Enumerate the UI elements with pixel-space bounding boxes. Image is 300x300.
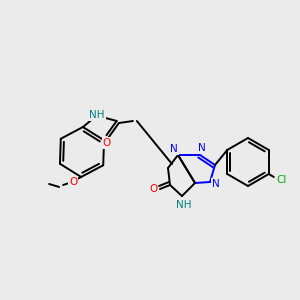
Text: N: N (212, 179, 220, 189)
Text: NH: NH (176, 200, 192, 210)
Text: N: N (198, 143, 206, 153)
Text: N: N (170, 144, 178, 154)
Text: NH: NH (89, 110, 105, 120)
Text: O: O (69, 177, 77, 187)
Text: O: O (103, 138, 111, 148)
Text: Cl: Cl (277, 175, 287, 185)
Text: O: O (149, 184, 157, 194)
